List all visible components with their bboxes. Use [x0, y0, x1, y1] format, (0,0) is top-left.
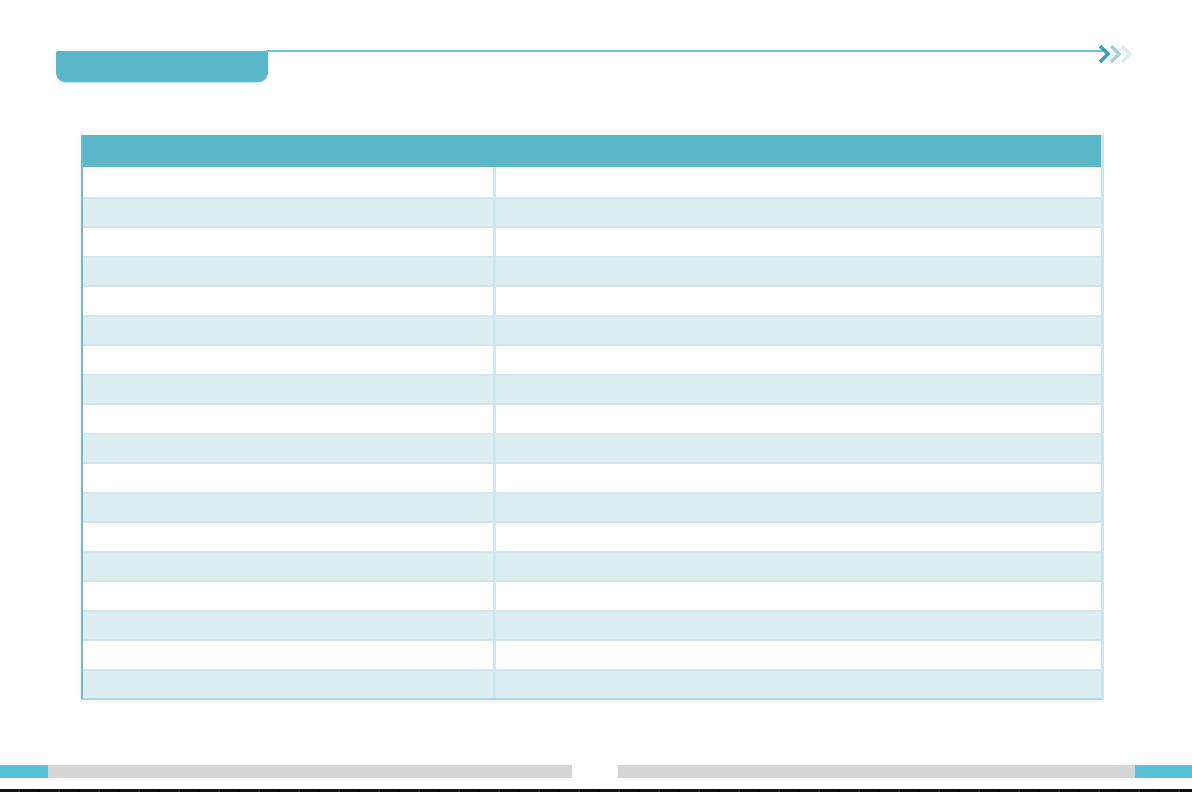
table-cell-right — [496, 671, 1101, 699]
data-table — [81, 135, 1104, 700]
table-cell-right — [496, 641, 1101, 669]
footer-left-accent-block — [0, 765, 48, 778]
table-cell-right — [496, 612, 1101, 640]
table-row — [83, 639, 1101, 669]
table-cell-right — [496, 199, 1101, 227]
table-cell-left — [83, 611, 496, 639]
table-cell-left — [83, 257, 496, 285]
table-row — [83, 491, 1101, 522]
table-row — [83, 226, 1101, 256]
table-cell-right — [496, 405, 1101, 433]
table-cell-left — [83, 287, 496, 315]
table-cell-right — [496, 435, 1101, 463]
table-cell-right — [496, 553, 1101, 581]
table-row — [83, 403, 1101, 433]
table-cell-left — [83, 552, 496, 580]
header-rule — [266, 50, 1104, 52]
table-cell-left — [83, 228, 496, 256]
table-cell-right — [496, 317, 1101, 345]
table-row — [83, 344, 1101, 374]
table-row — [83, 167, 1101, 197]
table-cell-left — [83, 523, 496, 551]
table-row — [83, 255, 1101, 286]
table-cell-left — [83, 375, 496, 403]
table-cell-left — [83, 346, 496, 374]
table-row — [83, 609, 1101, 640]
footer-right-bar — [618, 765, 1135, 778]
table-row — [83, 373, 1101, 404]
table-row — [83, 521, 1101, 551]
table-cell-right — [496, 582, 1101, 610]
table-body — [83, 167, 1101, 698]
table-row — [83, 432, 1101, 463]
table-row — [83, 285, 1101, 315]
table-row — [83, 196, 1101, 227]
table-cell-left — [83, 434, 496, 462]
table-cell-right — [496, 346, 1101, 374]
table-row — [83, 668, 1101, 699]
section-tab — [56, 51, 268, 82]
table-cell-left — [83, 405, 496, 433]
table-cell-right — [496, 494, 1101, 522]
bottom-edge-strip — [0, 789, 1192, 792]
table-row — [83, 462, 1101, 492]
table-cell-left — [83, 198, 496, 226]
table-cell-right — [496, 376, 1101, 404]
table-cell-left — [83, 493, 496, 521]
triple-chevron-right-icon — [1098, 44, 1133, 64]
footer-right-accent-block — [1135, 765, 1192, 778]
table-cell-right — [496, 523, 1101, 551]
table-cell-left — [83, 641, 496, 669]
table-cell-right — [496, 258, 1101, 286]
table-cell-left — [83, 464, 496, 492]
footer-left-bar — [48, 765, 572, 778]
table-cell-right — [496, 287, 1101, 315]
table-row — [83, 314, 1101, 345]
table-cell-right — [496, 464, 1101, 492]
table-cell-left — [83, 316, 496, 344]
table-cell-left — [83, 167, 496, 197]
table-cell-left — [83, 582, 496, 610]
table-cell-right — [496, 228, 1101, 256]
table-cell-right — [496, 167, 1101, 197]
table-cell-left — [83, 670, 496, 698]
table-row — [83, 550, 1101, 581]
table-header-band — [83, 135, 1101, 167]
table-row — [83, 580, 1101, 610]
